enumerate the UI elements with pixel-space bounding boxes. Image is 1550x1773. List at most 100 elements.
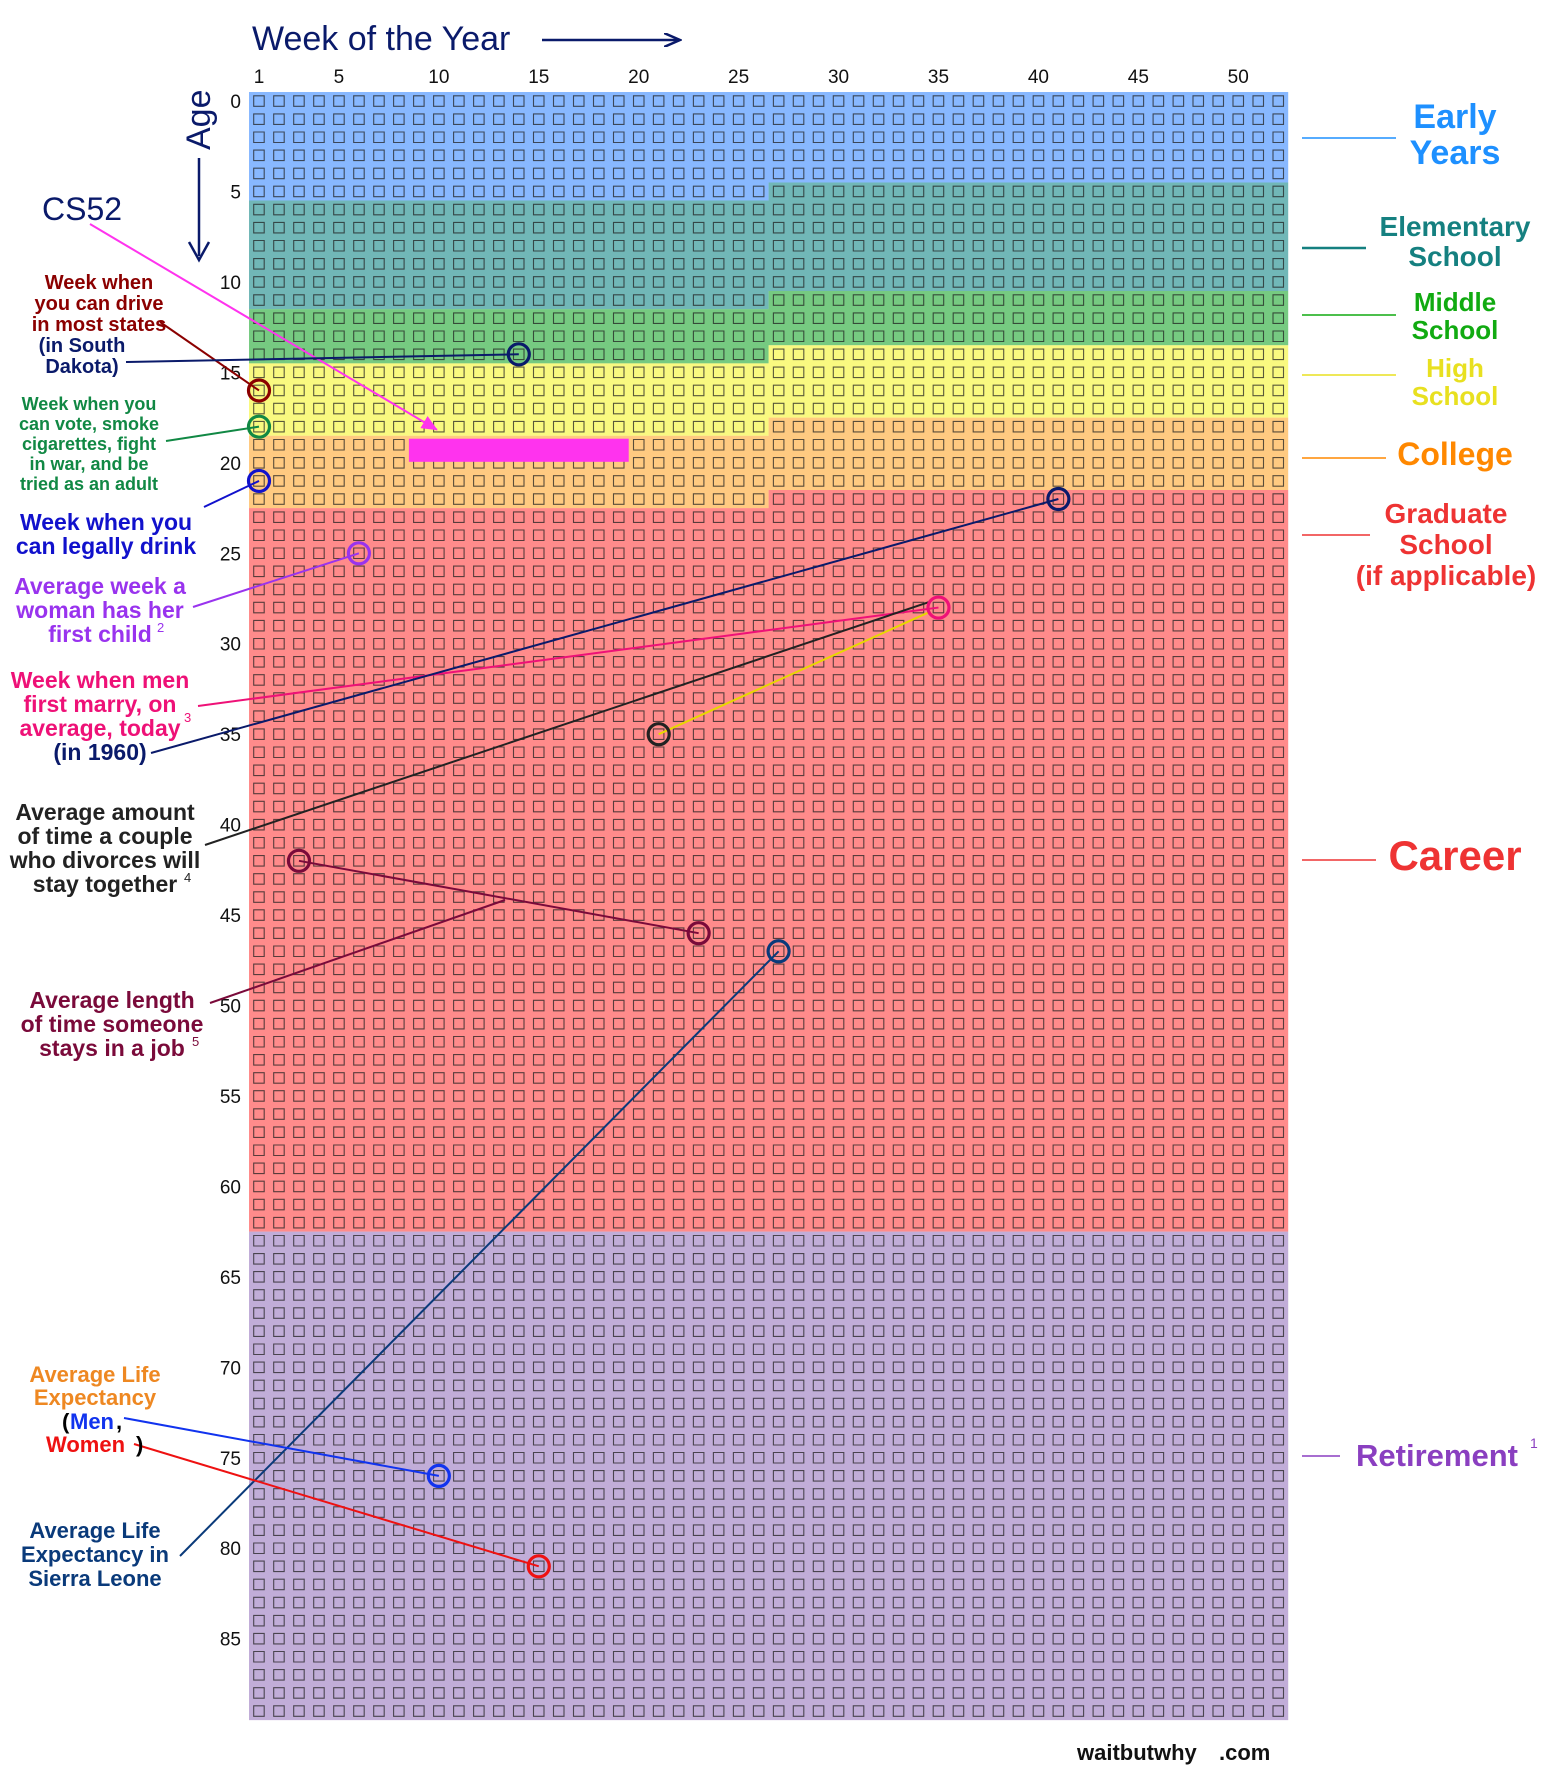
y-tick-70: 70 [220, 1358, 241, 1379]
band-elementary-school [249, 182, 1289, 310]
svg-text:first child: first child [48, 621, 152, 647]
svg-text:Average amount: Average amount [15, 799, 195, 825]
svg-text:Average Life: Average Life [29, 1518, 160, 1543]
life-expectancy-label: Average Life Expectancy [29, 1362, 160, 1410]
svg-text:average, today: average, today [19, 715, 180, 741]
marker-first-marry [926, 595, 951, 620]
svg-text:.com: .com [1219, 1740, 1270, 1765]
x-axis-title: Week of the Year [252, 20, 510, 58]
y-tick-30: 30 [220, 635, 241, 656]
marker-job-end [686, 921, 711, 946]
svg-text:cigarettes, fight: cigarettes, fight [22, 434, 156, 454]
job-length-label: Average length of time someone stays in … [21, 987, 204, 1061]
right-label-ticks [1302, 137, 1396, 1457]
band-early-years [249, 92, 1289, 201]
cs52-bar [408, 438, 629, 462]
marker-circles [246, 342, 1071, 1579]
svg-text:woman has her: woman has her [15, 597, 183, 623]
x-tick-35: 35 [928, 67, 949, 88]
svg-text:tried as an adult: tried as an adult [20, 474, 158, 494]
early-years-label: Early Years [1410, 98, 1501, 172]
y-tick-80: 80 [220, 1539, 241, 1560]
divorce-footnote: 4 [184, 870, 191, 885]
middle-school-label: Middle School [1412, 287, 1499, 345]
svg-text:Average week a: Average week a [14, 573, 186, 599]
y-tick-20: 20 [220, 454, 241, 475]
connector-divorce [204, 600, 931, 846]
first-child-label: Average week a woman has her first child [14, 573, 186, 647]
svg-text:Average length: Average length [29, 987, 194, 1013]
svg-text:Elementary: Elementary [1380, 211, 1531, 242]
y-tick-60: 60 [220, 1177, 241, 1198]
first-marry-label: Week when men first marry, on average, t… [11, 667, 190, 741]
x-tick-30: 30 [828, 67, 849, 88]
svg-text:Average Life: Average Life [29, 1362, 160, 1387]
svg-text:High: High [1426, 353, 1484, 383]
marker-sierra-leone [766, 939, 791, 964]
y-tick-0: 0 [230, 92, 241, 113]
college-label: College [1397, 436, 1513, 472]
svg-text:School: School [1399, 529, 1492, 560]
life-expectancy-gender-label: ( Men , Women ) [46, 1409, 143, 1457]
y-tick-25: 25 [220, 544, 241, 565]
svg-text:first marry, on: first marry, on [24, 691, 177, 717]
svg-text:Expectancy in: Expectancy in [21, 1542, 169, 1567]
connector-life-men [123, 1417, 440, 1477]
y-axis-title: Age [180, 90, 218, 151]
drive-south-dakota-label: (in South Dakota) [39, 335, 126, 378]
x-tick-45: 45 [1128, 67, 1149, 88]
x-tick-1: 1 [254, 67, 265, 88]
connector-job-segment [298, 859, 699, 935]
cs52-arrow [89, 223, 438, 431]
svg-text:): ) [136, 1432, 143, 1457]
svg-text:School: School [1412, 315, 1499, 345]
marker-life-women [526, 1554, 551, 1579]
y-tick-35: 35 [220, 725, 241, 746]
x-tick-25: 25 [728, 67, 749, 88]
svg-text:Early: Early [1413, 98, 1496, 136]
y-tick-85: 85 [220, 1630, 241, 1651]
svg-text:stay together: stay together [33, 871, 177, 897]
marker-drink [246, 468, 272, 494]
svg-text:in war, and be: in war, and be [29, 454, 148, 474]
band-high-school [249, 345, 1289, 436]
connector-lines [123, 321, 1059, 1568]
divorce-label: Average amount of time a couple who divo… [9, 799, 200, 897]
svg-text:Men: Men [70, 1409, 114, 1434]
x-tick-labels: 1 5 10 15 20 25 30 35 40 45 50 [254, 67, 1249, 88]
svg-text:Week when men: Week when men [11, 667, 190, 693]
watermark: waitbutwhy .com [1076, 1740, 1270, 1765]
cs52-highlight-layer [89, 223, 629, 462]
svg-text:Dakota): Dakota) [45, 356, 118, 378]
first-child-footnote: 2 [157, 620, 164, 635]
marker-drive-sd [506, 342, 531, 367]
x-tick-5: 5 [334, 67, 345, 88]
svg-text:Week when you: Week when you [22, 394, 157, 414]
marry-1960-label: (in 1960) [53, 739, 146, 765]
svg-text:stays in a job: stays in a job [39, 1035, 185, 1061]
connector-marry-1960 [150, 498, 1059, 754]
band-graduate-school-if-applicable [249, 489, 1289, 1232]
x-tick-10: 10 [428, 67, 449, 88]
svg-text:Week when: Week when [45, 272, 154, 294]
svg-text:Graduate: Graduate [1385, 498, 1508, 529]
svg-text:of time a couple: of time a couple [17, 823, 192, 849]
connector-life-women [133, 1443, 540, 1568]
svg-text:Women: Women [46, 1432, 125, 1457]
week-grid [253, 95, 1285, 1717]
x-tick-20: 20 [628, 67, 649, 88]
svg-text:(if applicable): (if applicable) [1356, 560, 1536, 591]
y-tick-75: 75 [220, 1449, 241, 1470]
job-length-footnote: 5 [192, 1034, 199, 1049]
svg-text:School: School [1412, 381, 1499, 411]
svg-text:Years: Years [1410, 134, 1501, 172]
y-tick-5: 5 [230, 182, 241, 203]
marker-first-child [346, 541, 372, 566]
svg-text:,: , [116, 1409, 122, 1434]
y-tick-45: 45 [220, 906, 241, 927]
life-stage-bands [249, 92, 1289, 1721]
connector-divorce-yellow [658, 610, 931, 736]
connector-first-marry [197, 606, 939, 707]
svg-text:Middle: Middle [1414, 287, 1496, 317]
